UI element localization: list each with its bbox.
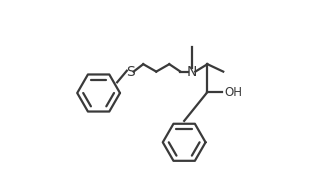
Text: S: S: [126, 65, 135, 79]
Text: N: N: [186, 65, 197, 79]
Text: OH: OH: [224, 86, 242, 99]
